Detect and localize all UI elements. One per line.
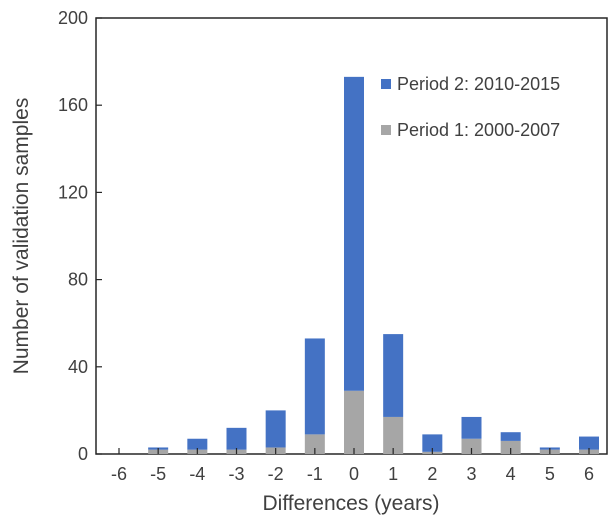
bar-period-2 [226,427,247,450]
bar-period-2 [461,416,482,439]
legend-swatch [381,125,391,135]
y-tick-label: 0 [78,444,88,464]
x-tick-label: -5 [150,464,166,484]
bar-period-1 [344,390,364,454]
x-axis-title: Differences (years) [262,492,439,515]
bar-period-2 [187,438,208,450]
bar-period-2 [500,432,521,441]
x-axis-ticks: -6 -5 -4 -3 -2 -1 0 1 2 3 4 5 6 [111,448,594,484]
y-tick-label: 80 [68,270,88,290]
x-tick-label: 1 [388,464,398,484]
y-tick-label: 40 [68,357,88,377]
bar-period-1 [304,434,325,454]
bar-period-1 [500,440,521,454]
legend-label: Period 2: 2010-2015 [397,74,560,94]
x-tick-label: 0 [349,464,359,484]
y-tick-label: 200 [58,8,88,28]
x-tick-label: 6 [584,464,594,484]
y-axis-title: Number of validation samples [10,98,33,375]
bar-period-2 [579,436,599,450]
bar-period-1 [461,438,482,454]
x-tick-label: -3 [228,464,244,484]
x-tick-label: 3 [466,464,476,484]
bar-period-2 [304,338,325,435]
x-tick-label: 5 [545,464,555,484]
x-tick-label: -2 [268,464,284,484]
bar-period-2 [422,434,443,452]
bar-period-1 [383,416,404,454]
y-tick-label: 160 [58,95,88,115]
x-tick-label: -4 [189,464,205,484]
x-tick-label: 2 [427,464,437,484]
bar-period-2 [344,76,364,391]
legend: Period 2: 2010-2015 Period 1: 2000-2007 [381,74,560,140]
legend-label: Period 1: 2000-2007 [397,120,560,140]
legend-swatch [381,79,391,89]
y-tick-label: 120 [58,182,88,202]
bars-layer [148,76,599,454]
bar-period-2 [265,410,286,448]
y-axis-ticks: 0 40 80 120 160 200 [58,8,102,464]
x-tick-label: 4 [506,464,516,484]
x-tick-label: -1 [307,464,323,484]
x-tick-label: -6 [111,464,127,484]
bar-period-2 [383,334,404,417]
